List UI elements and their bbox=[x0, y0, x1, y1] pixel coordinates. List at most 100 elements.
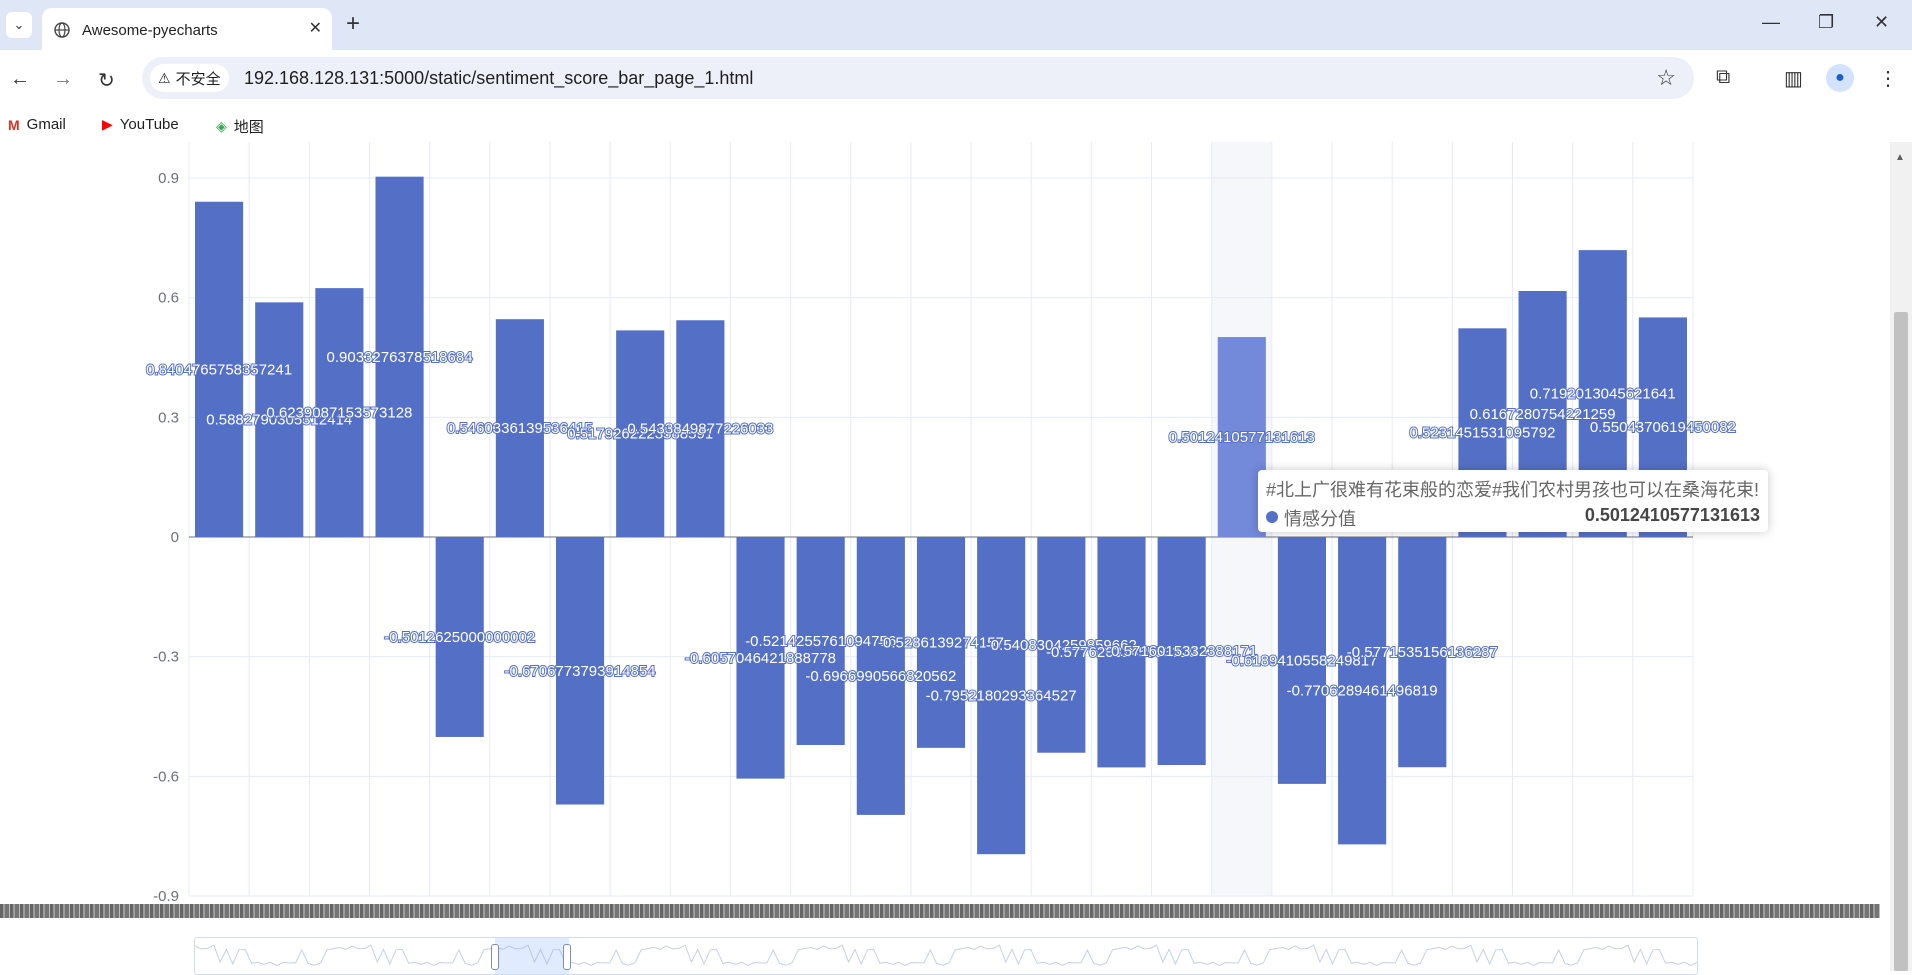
puzzle-icon[interactable]: ⧉ bbox=[1716, 66, 1731, 88]
data-labels: 0.8404765758357241 0.58827903053124140.62… bbox=[145, 348, 1737, 706]
bar[interactable] bbox=[736, 537, 785, 779]
bar[interactable] bbox=[555, 537, 605, 805]
bookmark-label: YouTube bbox=[119, 116, 179, 133]
data-label: -0.7706289461496819 bbox=[1287, 683, 1438, 700]
datazoom-left-handle[interactable] bbox=[491, 944, 499, 970]
bar[interactable] bbox=[1097, 537, 1146, 768]
bar[interactable] bbox=[1398, 537, 1447, 768]
data-label: -0.6966990566820562 bbox=[805, 668, 956, 685]
data-label: -0.5408304259859662 bbox=[986, 637, 1137, 654]
bar[interactable] bbox=[1037, 537, 1086, 753]
new-tab-button[interactable]: + bbox=[346, 10, 361, 37]
datazoom-slider[interactable] bbox=[194, 937, 1698, 975]
bar[interactable] bbox=[315, 288, 364, 537]
data-label: 0.5882790305312414 bbox=[206, 412, 352, 429]
back-arrow-icon[interactable]: ← bbox=[10, 68, 30, 90]
bar[interactable] bbox=[375, 176, 424, 537]
tooltip-series-name: 情感分值 bbox=[1284, 509, 1356, 529]
data-label: 0.5012410577131613 bbox=[1169, 429, 1315, 446]
data-label: 0.6239087153573128 bbox=[266, 405, 412, 422]
bar[interactable] bbox=[255, 302, 304, 537]
close-window-button[interactable]: ✕ bbox=[1874, 12, 1890, 32]
bookmark-maps[interactable]: ◈ 地图 bbox=[216, 116, 264, 137]
data-label: -0.5214255761094756 bbox=[745, 633, 896, 650]
bookmark-label: 地图 bbox=[233, 119, 264, 136]
chart-tooltip: #北上广很难有花束般的恋爱#我们农村男孩也可以在桑海花束! 情感分值 0.501… bbox=[1258, 470, 1768, 532]
bar[interactable] bbox=[195, 201, 244, 537]
bar[interactable] bbox=[1157, 537, 1206, 766]
maps-pin-icon: ◈ bbox=[216, 118, 227, 134]
title-bar: ⌄ Awesome-pyecharts ✕ + — ❐ ✕ bbox=[0, 0, 1912, 50]
vertical-scrollbar[interactable]: ▲ bbox=[1890, 142, 1912, 971]
x-axis-category-labels-overlapping bbox=[0, 904, 1880, 918]
bar-series[interactable] bbox=[195, 176, 1687, 855]
bar[interactable] bbox=[616, 330, 665, 537]
bar[interactable] bbox=[435, 537, 484, 737]
sentiment-bar-chart[interactable]: 0.9 0.6 0.3 0 -0.3 -0.6 -0.9 0.840476575835724… bbox=[0, 142, 1890, 971]
data-label: -0.6189410558249817 bbox=[1226, 652, 1377, 669]
bar[interactable] bbox=[676, 320, 725, 537]
tab-close-icon[interactable]: ✕ bbox=[308, 20, 322, 37]
bookmark-label: Gmail bbox=[26, 116, 66, 133]
data-label: -0.5716015332388171 bbox=[1106, 643, 1257, 660]
profile-avatar-icon[interactable]: ● bbox=[1826, 64, 1854, 92]
youtube-icon: ▶ bbox=[102, 116, 113, 132]
globe-icon bbox=[54, 22, 70, 38]
data-label: 0.5504370619450082 bbox=[1590, 419, 1736, 436]
data-label: 0.9033276378518684 bbox=[327, 349, 473, 366]
tab-title: Awesome-pyecharts bbox=[82, 22, 218, 39]
forward-arrow-icon[interactable]: → bbox=[53, 68, 73, 90]
address-bar[interactable]: ⚠ 不安全 192.168.128.131:5000/static/sentim… bbox=[142, 57, 1694, 99]
bar[interactable] bbox=[1277, 537, 1327, 784]
datazoom-window[interactable] bbox=[495, 938, 569, 974]
scroll-up-arrow-icon[interactable]: ▲ bbox=[1895, 152, 1905, 163]
data-label: -0.5012625000000002 bbox=[384, 629, 535, 646]
data-label: -0.5771535156136287 bbox=[1347, 644, 1498, 661]
data-label: 0.7192013045621641 bbox=[1530, 386, 1676, 403]
data-label: 0.5460336139536415 bbox=[447, 420, 593, 437]
y-tick-label: 0.3 bbox=[158, 409, 179, 426]
bar[interactable] bbox=[856, 537, 905, 815]
bookmark-youtube[interactable]: ▶ YouTube bbox=[102, 116, 179, 133]
y-tick-label: -0.9 bbox=[153, 888, 179, 905]
y-tick-label: -0.6 bbox=[153, 768, 179, 785]
bar[interactable] bbox=[796, 537, 845, 745]
tab-search-chevron-icon[interactable]: ⌄ bbox=[6, 12, 32, 38]
bar[interactable] bbox=[916, 537, 966, 748]
tooltip-value: 0.5012410577131613 bbox=[1584, 505, 1760, 525]
sidepanel-icon[interactable]: ▥ bbox=[1784, 68, 1803, 90]
bar[interactable] bbox=[495, 319, 544, 537]
data-label: 0.5231451531095792 bbox=[1409, 425, 1555, 442]
data-label: -0.6057046421888778 bbox=[685, 650, 836, 667]
url-text[interactable]: 192.168.128.131:5000/static/sentiment_sc… bbox=[244, 68, 754, 88]
data-label: -0.5776203145553319 bbox=[1046, 644, 1197, 661]
scrollbar-thumb[interactable] bbox=[1894, 312, 1908, 971]
y-tick-label: 0 bbox=[171, 529, 179, 546]
data-label: 0.5433849877226033 bbox=[627, 421, 773, 438]
security-label: 不安全 bbox=[175, 70, 221, 88]
datazoom-right-handle[interactable] bbox=[563, 944, 571, 970]
data-label: 0.8404765758357241 bbox=[146, 361, 292, 378]
security-chip[interactable]: ⚠ 不安全 bbox=[150, 64, 229, 92]
tooltip-title: #北上广很难有花束般的恋爱#我们农村男孩也可以在桑海花束! bbox=[1266, 480, 1760, 500]
bookmarks-bar: M Gmail ▶ YouTube ◈ 地图 bbox=[0, 110, 1912, 142]
bookmark-gmail[interactable]: M Gmail bbox=[8, 116, 66, 133]
kebab-menu-icon[interactable]: ⋮ bbox=[1878, 68, 1898, 90]
y-tick-label: -0.3 bbox=[153, 649, 179, 666]
bar[interactable] bbox=[1217, 337, 1266, 537]
minimize-button[interactable]: — bbox=[1762, 12, 1780, 32]
bookmark-star-icon[interactable]: ☆ bbox=[1656, 65, 1676, 90]
browser-tab[interactable]: Awesome-pyecharts ✕ bbox=[42, 8, 332, 50]
series-color-dot bbox=[1266, 511, 1278, 523]
restore-button[interactable]: ❐ bbox=[1818, 12, 1835, 32]
reload-icon[interactable]: ↻ bbox=[98, 70, 115, 92]
data-label: -0.7952180293364527 bbox=[926, 688, 1077, 705]
bar[interactable] bbox=[977, 537, 1026, 855]
data-label: -0.6706773793914854 bbox=[505, 663, 656, 680]
bar[interactable] bbox=[1338, 537, 1387, 845]
data-label: -0.5286139274157 bbox=[878, 634, 1004, 651]
datazoom-preview bbox=[195, 944, 1697, 967]
data-label: 0.6167280754221259 bbox=[1470, 406, 1616, 423]
warning-triangle-icon: ⚠ bbox=[158, 69, 171, 86]
data-label: 0.5179262223588591 bbox=[567, 426, 713, 443]
